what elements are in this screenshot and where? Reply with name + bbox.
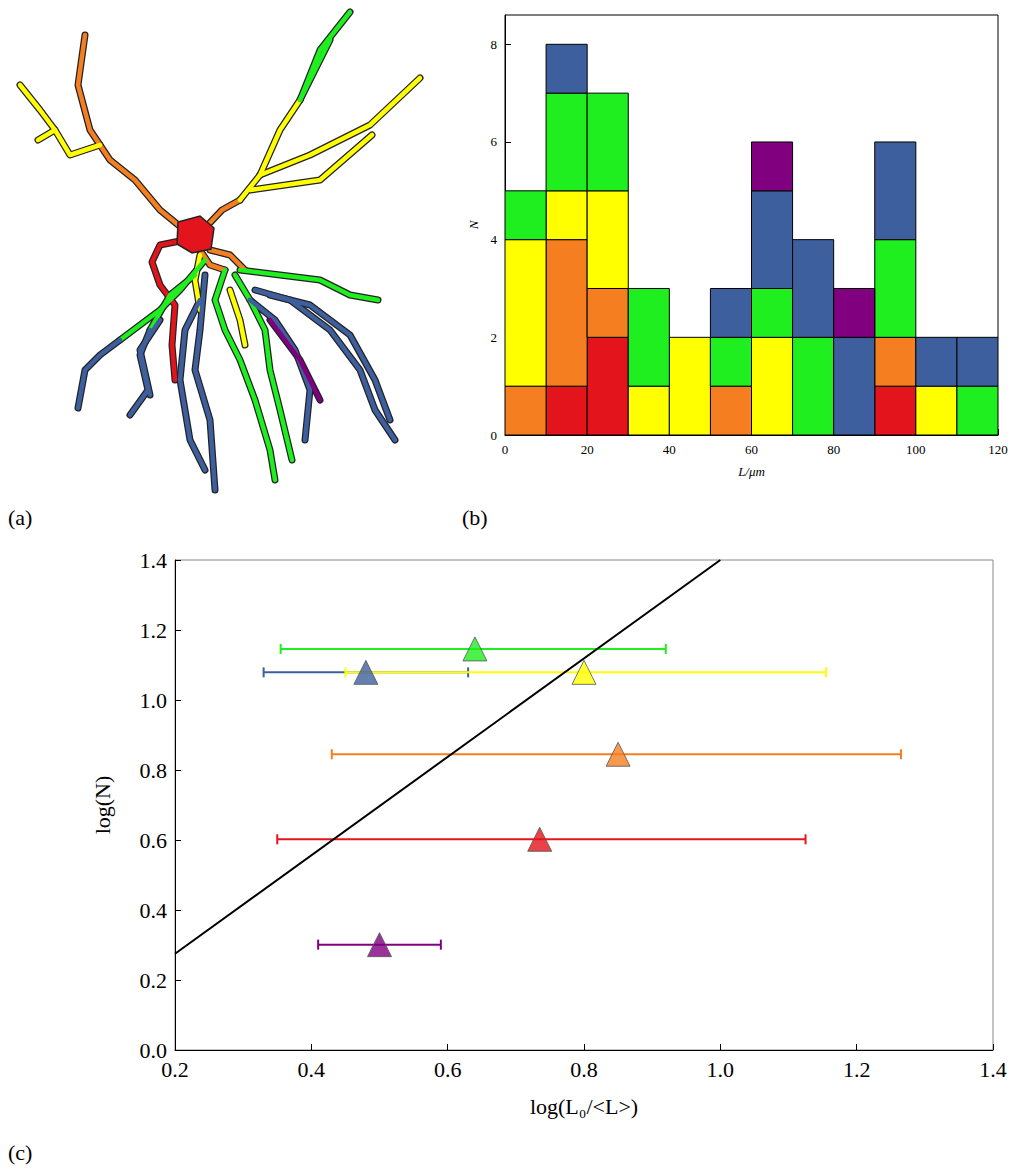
svg-text:0.0: 0.0: [139, 1037, 167, 1063]
svg-text:6: 6: [491, 134, 498, 149]
svg-text:120: 120: [988, 442, 1008, 457]
svg-text:60: 60: [745, 442, 758, 457]
svg-text:0.2: 0.2: [161, 1057, 189, 1082]
svg-text:L/μm: L/μm: [737, 464, 765, 479]
html-text:(c): (c): [8, 1140, 33, 1165]
svg-text:0.8: 0.8: [140, 758, 168, 783]
svg-text:0.2: 0.2: [140, 968, 168, 993]
svg-text:1.4: 1.4: [140, 548, 168, 573]
svg-text:0.4: 0.4: [298, 1057, 326, 1082]
svg-text:log(N): log(N): [90, 776, 115, 835]
svg-text:0.6: 0.6: [140, 828, 168, 853]
svg-text:20: 20: [581, 442, 594, 457]
svg-text:1.0: 1.0: [707, 1057, 735, 1082]
svg-text:100: 100: [906, 442, 926, 457]
html-text:(b): (b): [462, 505, 488, 530]
svg-text:0: 0: [491, 428, 498, 443]
svg-text:1.4: 1.4: [979, 1057, 1007, 1082]
svg-text:N: N: [466, 219, 481, 230]
svg-text:4: 4: [491, 232, 498, 247]
svg-text:0: 0: [502, 442, 509, 457]
html-text:(a): (a): [8, 505, 33, 530]
svg-text:1.0: 1.0: [140, 688, 168, 713]
svg-text:0.4: 0.4: [140, 898, 168, 923]
svg-text:1.2: 1.2: [843, 1057, 871, 1082]
svg-text:0.6: 0.6: [434, 1057, 462, 1082]
svg-text:0.8: 0.8: [570, 1057, 598, 1082]
svg-text:8: 8: [491, 37, 498, 52]
svg-text:80: 80: [827, 442, 840, 457]
svg-text:40: 40: [663, 442, 676, 457]
svg-text:1.2: 1.2: [140, 618, 168, 643]
svg-text:2: 2: [491, 330, 498, 345]
svg-text:log(L₀/<L>): log(L₀/<L>): [530, 1094, 638, 1119]
